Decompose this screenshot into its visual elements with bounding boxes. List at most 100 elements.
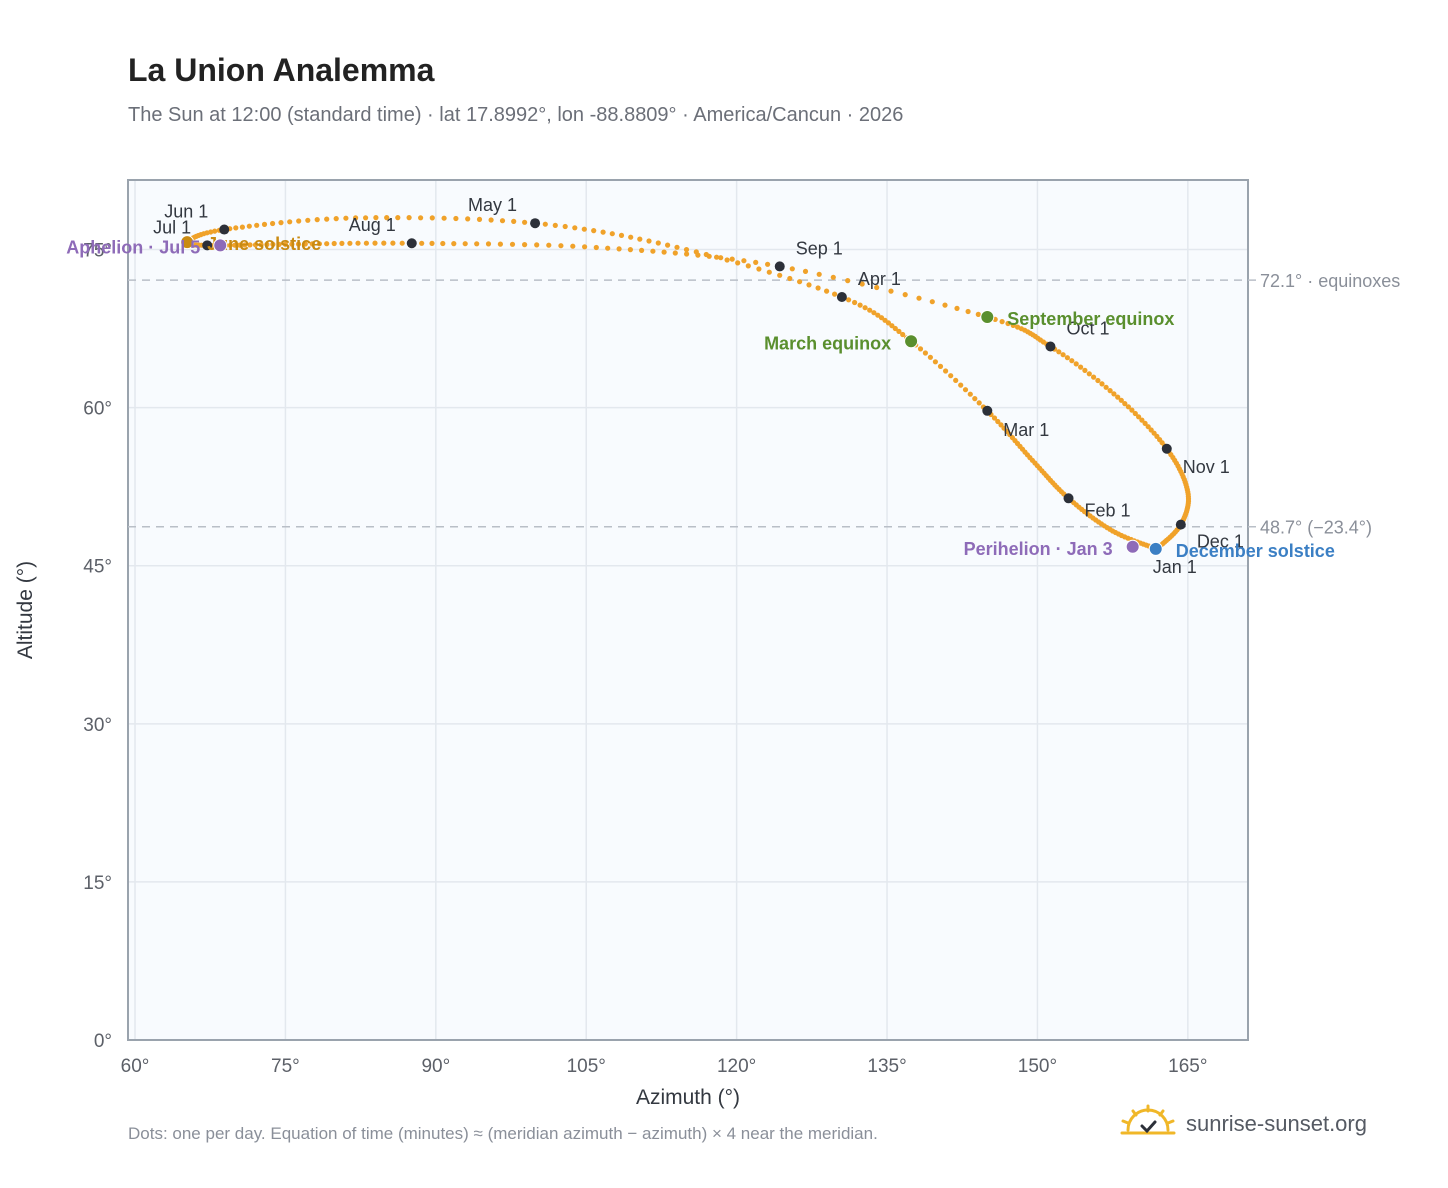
daily-sun-dot <box>302 241 308 247</box>
daily-sun-dot <box>735 260 741 266</box>
daily-sun-dot <box>1091 374 1097 380</box>
daily-sun-dot <box>278 220 284 226</box>
month-label: Jun 1 <box>164 202 208 222</box>
daily-sun-dot <box>462 241 468 247</box>
daily-sun-dot <box>830 274 836 280</box>
month-marker <box>774 261 785 272</box>
brand-name: sunrise-sunset.org <box>1186 1111 1367 1136</box>
month-label: Jul 1 <box>153 217 191 237</box>
daily-sun-dot <box>440 240 446 247</box>
event-marker <box>213 238 228 253</box>
daily-sun-dot <box>363 240 369 246</box>
daily-sun-dot <box>962 387 969 393</box>
daily-sun-dot <box>429 215 435 221</box>
daily-sun-dot <box>239 224 245 230</box>
daily-sun-dot <box>465 216 471 222</box>
chart-title: La Union Analemma <box>128 52 435 88</box>
y-tick-label: 45° <box>83 557 112 578</box>
month-label: Sep 1 <box>796 238 843 258</box>
brand[interactable]: sunrise-sunset.org <box>1120 1104 1367 1144</box>
daily-sun-dot <box>1001 425 1007 431</box>
x-tick-label: 150° <box>1018 1056 1057 1077</box>
daily-sun-dot <box>429 240 435 246</box>
daily-sun-dot <box>943 368 949 374</box>
daily-sun-dot <box>1129 407 1135 413</box>
daily-sun-dot <box>331 240 337 247</box>
daily-sun-dot <box>695 252 701 258</box>
daily-sun-dot <box>582 244 588 250</box>
daily-sun-dot <box>314 217 320 223</box>
event-label: Aphelion · Jul 5 <box>66 237 200 257</box>
daily-sun-dot <box>627 247 634 253</box>
daily-sun-dot <box>572 225 578 231</box>
daily-sun-dot <box>998 422 1004 428</box>
daily-sun-dot <box>339 240 345 246</box>
daily-sun-dot <box>233 225 239 231</box>
month-marker <box>406 238 417 249</box>
daily-sun-dot <box>650 248 656 254</box>
daily-sun-dot <box>628 234 634 240</box>
event-marker <box>1125 539 1140 554</box>
daily-sun-dot <box>605 245 611 251</box>
month-marker <box>982 405 993 416</box>
daily-sun-dot <box>353 215 359 221</box>
daily-sun-dot <box>967 391 973 397</box>
daily-sun-dot <box>343 215 349 221</box>
daily-sun-dot <box>276 241 282 247</box>
daily-sun-dot <box>1082 367 1088 373</box>
daily-sun-dot <box>741 258 747 264</box>
daily-sun-dot <box>976 400 982 406</box>
daily-sun-dot <box>706 253 712 259</box>
month-label: Feb 1 <box>1085 500 1131 520</box>
daily-sun-dot <box>261 221 268 227</box>
daily-sun-dot <box>1086 371 1092 377</box>
daily-sun-dot <box>937 363 944 369</box>
chart-subtitle: The Sun at 12:00 (standard time) · lat 1… <box>128 104 904 126</box>
month-label: Apr 1 <box>858 269 901 289</box>
daily-sun-dot <box>756 266 762 272</box>
daily-sun-dot <box>832 291 838 297</box>
daily-sun-dot <box>309 241 315 247</box>
daily-sun-dot <box>418 215 424 221</box>
month-label: Aug 1 <box>349 215 396 235</box>
daily-sun-dot <box>289 241 295 247</box>
event-label: June solstice <box>207 234 321 254</box>
daily-sun-dot <box>316 241 322 247</box>
event-label: December solstice <box>1176 541 1335 561</box>
daily-sun-dot <box>917 346 924 352</box>
daily-sun-dot <box>270 241 276 247</box>
month-marker <box>530 218 541 229</box>
daily-sun-dot <box>859 281 865 287</box>
daily-sun-dot <box>552 222 558 228</box>
daily-sun-dot <box>916 295 922 301</box>
event-marker <box>1148 541 1163 556</box>
daily-sun-dot <box>1073 361 1079 367</box>
daily-sun-dot <box>488 217 494 223</box>
daily-sun-dot <box>324 216 330 222</box>
month-label: May 1 <box>468 195 517 215</box>
daily-sun-dot <box>862 305 868 311</box>
month-label: Dec 1 <box>1197 532 1244 552</box>
month-marker <box>1175 519 1186 530</box>
x-tick-label: 60° <box>121 1056 150 1077</box>
daily-sun-dot <box>953 377 959 383</box>
daily-sun-dot <box>999 319 1005 325</box>
daily-sun-dot <box>765 261 771 267</box>
plot-frame <box>127 179 1249 1041</box>
plot-area <box>128 180 1248 1040</box>
daily-sun-dot <box>806 282 812 288</box>
month-marker <box>836 291 847 302</box>
daily-sun-dot <box>305 217 311 223</box>
x-tick-label: 105° <box>567 1056 606 1077</box>
event-label: Perihelion · Jan 3 <box>964 539 1113 559</box>
daily-sun-dot <box>1005 320 1011 327</box>
daily-sun-dot <box>896 328 902 334</box>
daily-sun-dot <box>1010 322 1016 328</box>
daily-sun-dot <box>1078 364 1084 370</box>
daily-sun-dot <box>729 256 735 262</box>
daily-sun-dot <box>646 238 652 244</box>
daily-sun-dot <box>718 255 724 261</box>
daily-sun-dot <box>1132 410 1138 417</box>
daily-sun-dot <box>845 278 851 284</box>
event-label: March equinox <box>764 333 891 353</box>
